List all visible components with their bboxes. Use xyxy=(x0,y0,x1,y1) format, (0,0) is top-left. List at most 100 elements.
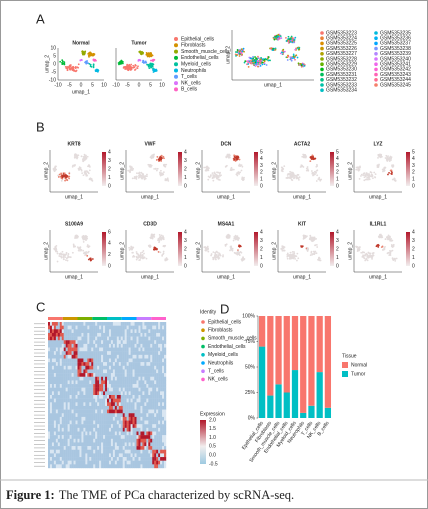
heatmap-cell xyxy=(75,340,78,345)
heatmap-cell xyxy=(65,446,68,450)
heatmap-cell xyxy=(158,405,161,410)
umap-point xyxy=(246,60,249,63)
heatmap-cell xyxy=(118,413,121,418)
umap-point xyxy=(370,171,373,174)
heatmap-cell xyxy=(97,387,100,392)
umap-point xyxy=(318,257,321,260)
heatmap-cell xyxy=(89,365,92,370)
heatmap-cell xyxy=(67,329,70,334)
heatmap-cell xyxy=(89,362,92,366)
umap-point xyxy=(55,248,58,251)
heatmap-cell xyxy=(93,435,96,439)
heatmap-cell xyxy=(130,413,133,418)
heatmap-cell xyxy=(138,332,141,337)
heatmap-cell xyxy=(93,442,96,447)
heatmap-cell xyxy=(77,354,80,359)
heatmap-cell xyxy=(124,413,127,418)
heatmap-cell xyxy=(101,420,104,425)
heatmap-cell xyxy=(57,340,60,345)
heatmap-cell xyxy=(69,387,72,392)
heatmap-cell xyxy=(53,391,57,396)
umap-point xyxy=(259,64,262,67)
umap-point xyxy=(78,249,81,252)
umap-point xyxy=(294,58,296,61)
heatmap-cell xyxy=(75,329,78,334)
colorbar-tick: 1 xyxy=(108,175,111,181)
heatmap-cell xyxy=(116,413,119,418)
umap-point xyxy=(286,257,289,260)
heatmap-cell xyxy=(142,435,145,439)
heatmap-cell xyxy=(132,343,135,348)
heatmap-cell xyxy=(142,391,145,396)
heatmap-cell xyxy=(57,365,60,370)
heatmap-cell xyxy=(164,391,167,396)
heatmap-cell xyxy=(77,376,80,381)
heatmap-cell xyxy=(69,329,72,334)
heatmap-cell xyxy=(130,354,133,359)
heatmap-cell xyxy=(154,322,157,326)
umap-point xyxy=(139,252,142,254)
heatmap-cell xyxy=(73,347,76,352)
heatmap-cell xyxy=(61,347,64,352)
heatmap-cell xyxy=(49,409,53,414)
heatmap-cell xyxy=(67,420,70,425)
heatmap-cell xyxy=(134,369,137,374)
heatmap-cell xyxy=(138,340,141,345)
colorbar-tick: 4 xyxy=(336,156,339,162)
heatmap-cell xyxy=(87,351,90,356)
umap-point xyxy=(157,238,160,240)
heatmap-cell xyxy=(83,325,86,330)
heatmap-cell xyxy=(93,387,96,392)
heatmap-cell xyxy=(124,380,127,385)
umap-point xyxy=(367,252,370,254)
heatmap-cell xyxy=(144,420,147,425)
umap-point xyxy=(150,235,153,238)
heatmap-cell xyxy=(124,384,127,388)
umap-point xyxy=(129,165,132,168)
heatmap-cell xyxy=(59,424,62,429)
heatmap-cell xyxy=(85,424,88,429)
heatmap-cell xyxy=(75,322,78,326)
heatmap-cell xyxy=(81,373,84,377)
heatmap-cell xyxy=(93,343,96,348)
heatmap-cell xyxy=(63,413,66,418)
umap-point xyxy=(148,165,151,168)
heatmap-cell xyxy=(71,387,74,392)
umap-point xyxy=(207,178,210,181)
umap-point xyxy=(231,247,234,250)
heatmap-cell xyxy=(91,362,94,366)
heatmap-cell xyxy=(79,365,82,370)
heatmap-cell xyxy=(103,409,106,414)
umap-point xyxy=(137,174,140,177)
heatmap-cell xyxy=(126,402,129,407)
heatmap-cell xyxy=(81,362,84,366)
colorbar-tick: 2 xyxy=(412,246,415,252)
heatmap-cell xyxy=(162,398,165,403)
heatmap-cell xyxy=(158,427,161,432)
heatmap-cell xyxy=(55,322,59,326)
umap-point xyxy=(88,169,91,172)
umap-point xyxy=(239,51,242,54)
umap-point xyxy=(376,244,378,247)
heatmap-cell xyxy=(136,362,139,366)
heatmap-cell xyxy=(114,420,118,425)
heatmap-cell xyxy=(101,416,104,421)
heatmap-cell xyxy=(53,438,57,443)
heatmap-cell xyxy=(158,416,161,421)
heatmap-cell xyxy=(93,358,96,363)
heatmap-cell xyxy=(91,387,94,392)
heatmap-cell xyxy=(122,343,125,348)
umap-point xyxy=(270,47,273,50)
heatmap-cell xyxy=(57,380,60,385)
heatmap-cell xyxy=(65,398,68,403)
umap-point xyxy=(58,255,61,257)
heatmap-cell xyxy=(77,362,80,366)
heatmap-cell xyxy=(67,369,70,374)
heatmap-cell xyxy=(63,336,66,341)
umap-point xyxy=(295,255,298,258)
heatmap-cell xyxy=(79,329,82,334)
heatmap-cell xyxy=(162,351,165,356)
umap-point xyxy=(87,171,90,174)
heatmap-cell xyxy=(83,351,86,356)
heatmap-cell xyxy=(65,380,68,385)
